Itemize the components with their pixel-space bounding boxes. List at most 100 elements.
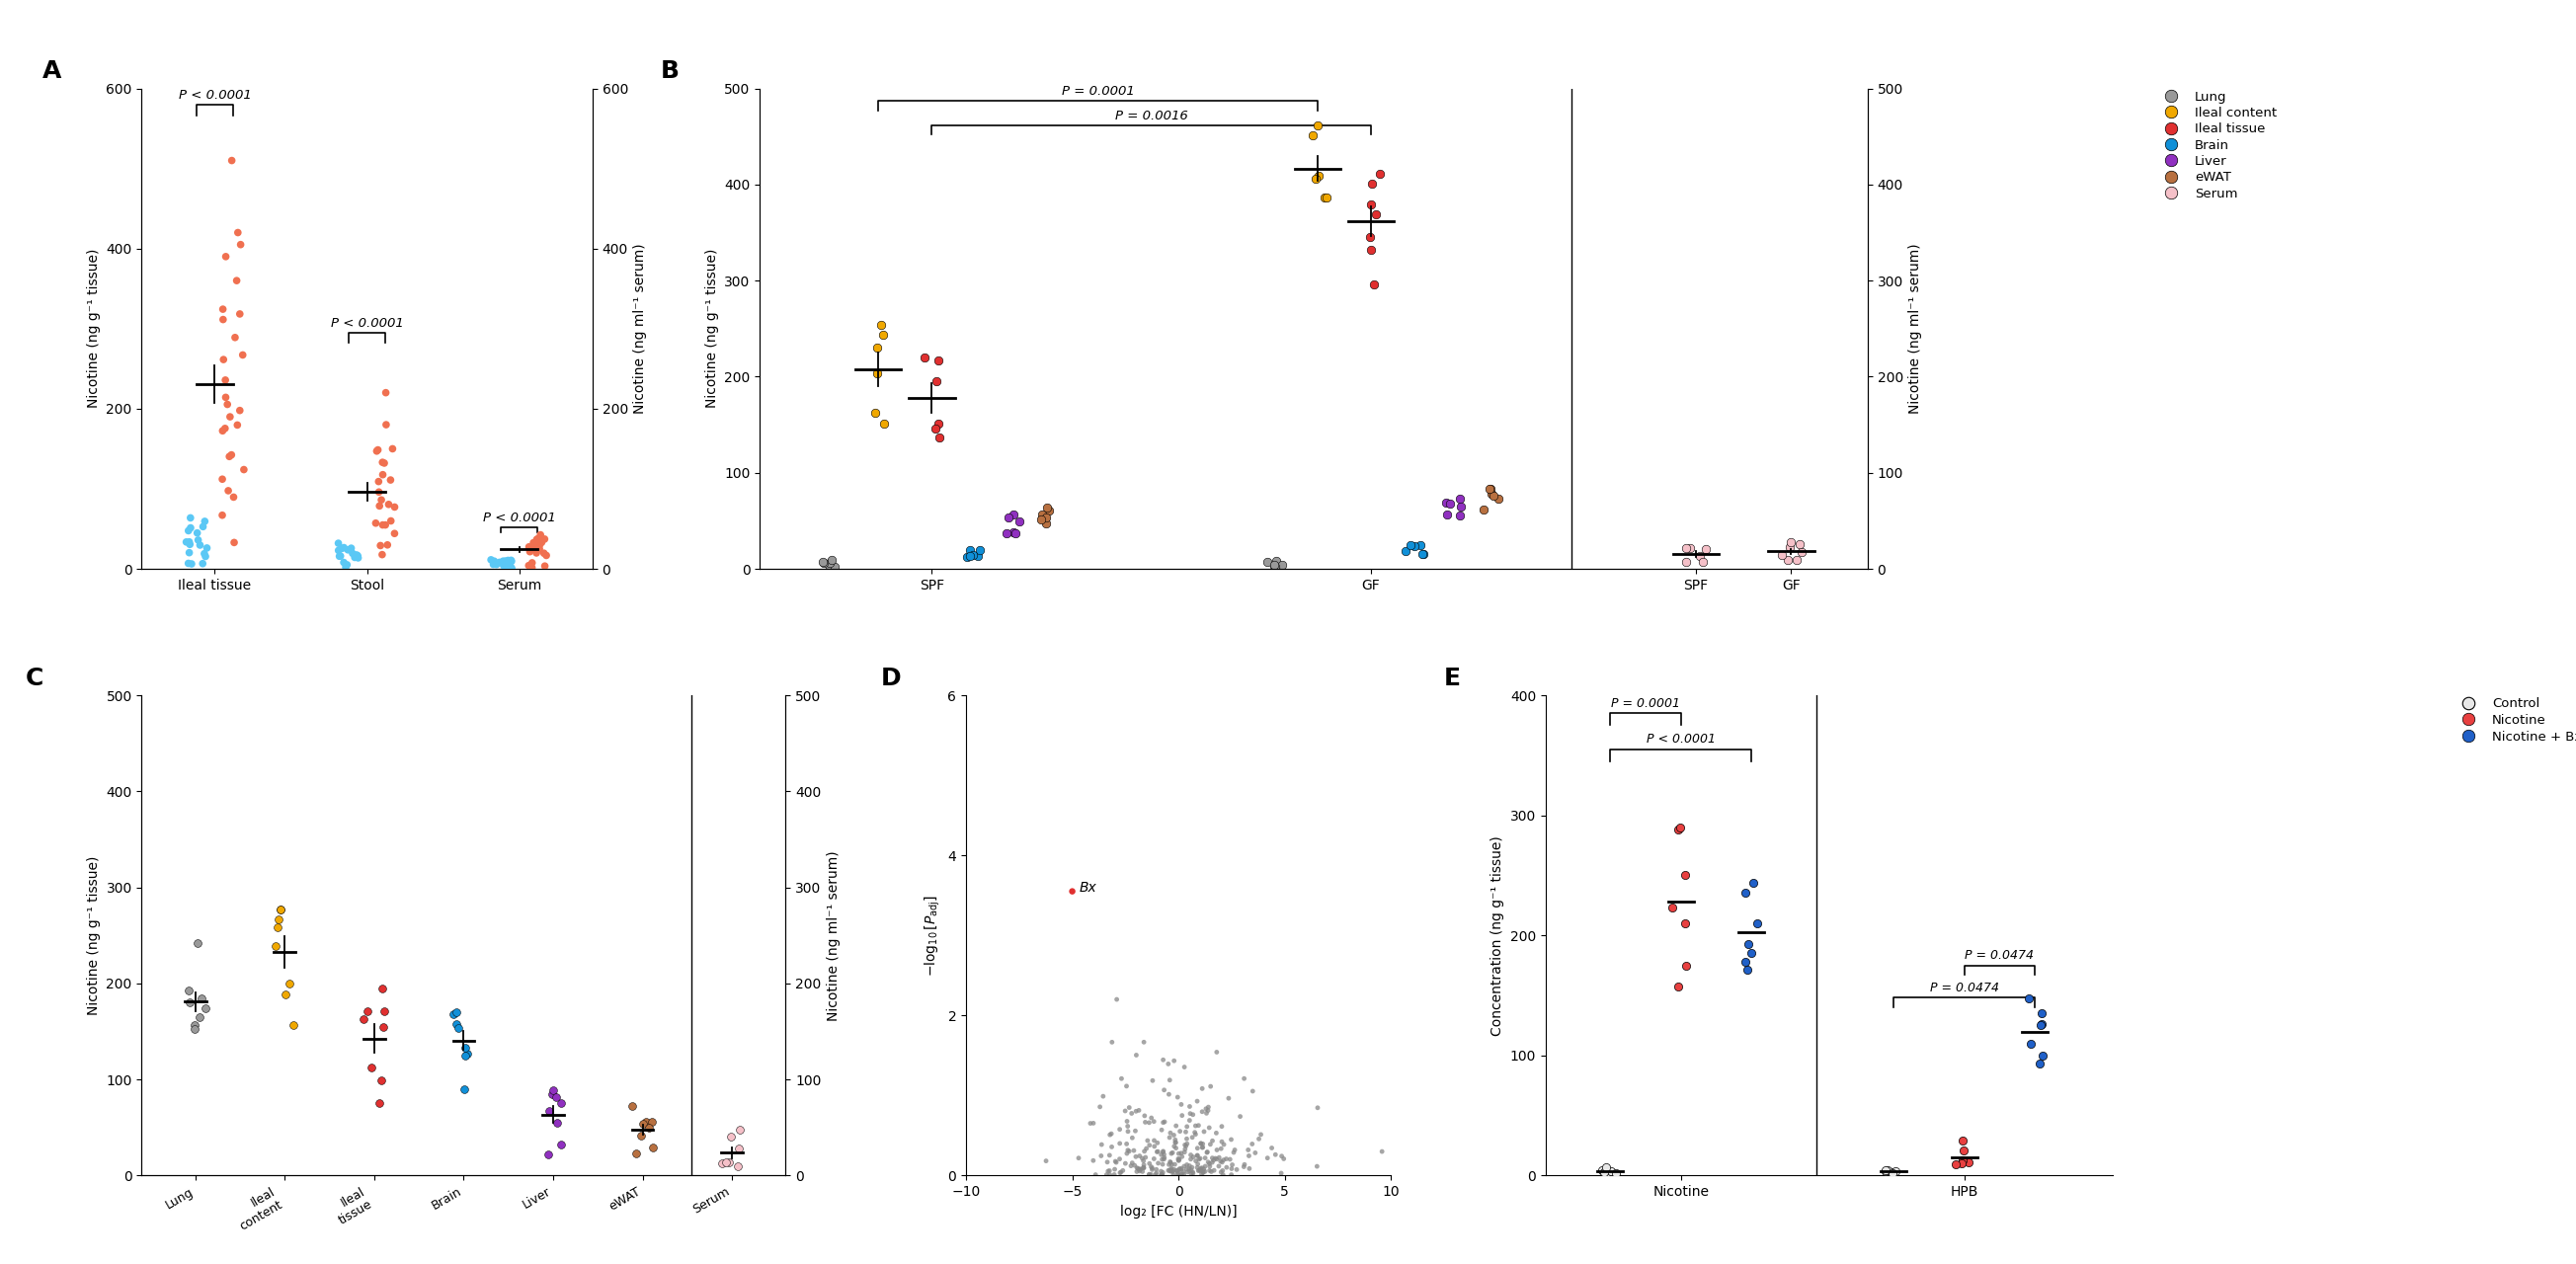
Point <box>1159 1144 1200 1164</box>
Point <box>626 1112 667 1133</box>
Legend: Lung, Ileal content, Ileal tissue, Brain, Liver, eWAT, Serum: Lung, Ileal content, Ileal tissue, Brain… <box>2154 86 2282 205</box>
Point <box>363 1016 404 1036</box>
Point <box>358 471 399 492</box>
Point <box>1164 1136 1206 1157</box>
Point <box>533 1079 574 1100</box>
Point <box>1105 1101 1146 1121</box>
Point <box>185 538 227 559</box>
Point <box>1149 1154 1190 1174</box>
Point <box>487 550 528 570</box>
Point <box>1126 1112 1167 1133</box>
Point <box>474 554 515 574</box>
Point <box>1095 1164 1136 1184</box>
Point <box>363 1001 404 1021</box>
Point <box>1182 1159 1224 1179</box>
Point <box>1350 226 1391 246</box>
Point <box>484 551 526 571</box>
Point <box>1942 1150 1984 1170</box>
Point <box>1190 1157 1231 1177</box>
Point <box>1350 240 1391 260</box>
Point <box>180 1006 222 1026</box>
Point <box>1131 1107 1172 1127</box>
Point <box>1131 1164 1172 1184</box>
Point <box>1656 819 1698 839</box>
Point <box>1095 1159 1136 1179</box>
Point <box>2009 988 2050 1009</box>
Point <box>1172 1163 1213 1183</box>
Text: P < 0.0001: P < 0.0001 <box>330 317 404 330</box>
Point <box>1177 1145 1218 1165</box>
Point <box>613 1096 654 1116</box>
Point <box>1211 1155 1252 1176</box>
Point <box>1164 1057 1206 1077</box>
Point <box>513 552 554 573</box>
Point <box>211 445 252 465</box>
Y-axis label: Nicotine (ng g⁻¹ tissue): Nicotine (ng g⁻¹ tissue) <box>88 249 100 408</box>
Point <box>363 465 404 485</box>
Point <box>170 554 211 574</box>
Point <box>1780 542 1821 562</box>
Point <box>1149 1085 1190 1105</box>
Point <box>917 351 958 372</box>
Point <box>471 550 513 570</box>
Point <box>1159 1121 1200 1141</box>
Point <box>1157 1164 1198 1184</box>
Point <box>1123 1106 1164 1126</box>
Point <box>958 546 999 566</box>
Point <box>1141 1164 1182 1184</box>
Point <box>180 988 222 1009</box>
Point <box>1180 1159 1221 1179</box>
Point <box>1177 1145 1218 1165</box>
Point <box>317 533 358 554</box>
Point <box>1229 1145 1270 1165</box>
Point <box>167 532 209 552</box>
Point <box>1025 1150 1066 1170</box>
Point <box>1123 1158 1164 1178</box>
Point <box>1087 1162 1128 1182</box>
Point <box>1182 1163 1224 1183</box>
Point <box>858 363 899 383</box>
Point <box>1149 1127 1190 1148</box>
Point <box>201 469 242 489</box>
Point <box>528 1101 569 1121</box>
Point <box>2022 1045 2063 1066</box>
Point <box>222 345 263 365</box>
Point <box>621 1125 662 1145</box>
Point <box>1072 1114 1113 1134</box>
Point <box>1360 163 1401 183</box>
Point <box>1136 1141 1177 1162</box>
Point <box>435 1002 477 1023</box>
Point <box>1100 1163 1141 1183</box>
Point <box>1126 1148 1167 1168</box>
Point <box>1025 513 1066 533</box>
Text: B: B <box>659 59 680 83</box>
Point <box>1090 1125 1131 1145</box>
Point <box>1175 1116 1216 1136</box>
Point <box>1154 1136 1195 1157</box>
Point <box>1177 1154 1218 1174</box>
Point <box>1164 1139 1206 1159</box>
Point <box>1121 1148 1162 1168</box>
Point <box>482 555 523 575</box>
Point <box>204 418 245 439</box>
Point <box>1262 555 1303 575</box>
Point <box>1162 1106 1203 1126</box>
Point <box>1247 1148 1288 1168</box>
Point <box>1224 1157 1265 1177</box>
Point <box>216 270 258 291</box>
Text: P = 0.0474: P = 0.0474 <box>1965 949 2035 962</box>
Point <box>1360 1141 1401 1162</box>
Point <box>706 1152 747 1172</box>
Y-axis label: Nicotine (ng g⁻¹ tissue): Nicotine (ng g⁻¹ tissue) <box>88 856 100 1015</box>
Legend: Non-smoker, Smoker: Non-smoker, Smoker <box>1121 86 1239 128</box>
Point <box>1584 1162 1625 1182</box>
Point <box>1128 1135 1170 1155</box>
Point <box>361 545 402 565</box>
Point <box>1020 504 1061 525</box>
Point <box>260 899 301 919</box>
Point <box>1113 1153 1154 1173</box>
Text: P = 0.0474: P = 0.0474 <box>1929 981 1999 995</box>
Point <box>361 1071 402 1091</box>
Point <box>371 511 412 531</box>
Point <box>1234 1143 1275 1163</box>
